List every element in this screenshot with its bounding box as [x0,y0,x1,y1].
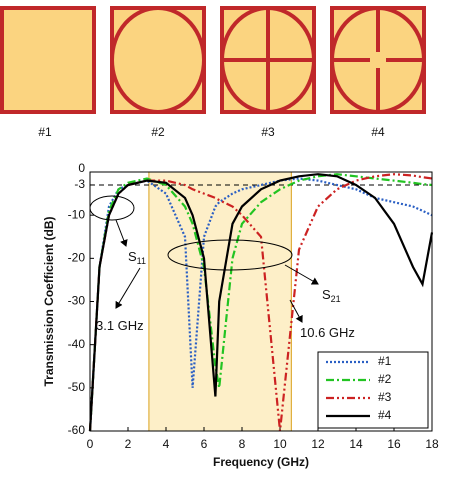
legend-label: #4 [378,408,392,422]
series-line [88,173,434,432]
x-tick-label: 2 [125,437,132,451]
arrow [115,219,128,247]
antenna-2 [110,6,206,114]
antenna-4 [330,6,426,114]
antenna-icons [0,6,426,114]
x-tick-label: 18 [425,437,439,451]
y-tick-label: -50 [68,380,86,394]
antenna-3 [220,6,316,114]
annotation: S11 [128,249,146,266]
y-tick-label: -10 [68,207,86,221]
x-tick-label: 4 [163,437,170,451]
y-tick-label: -40 [68,337,86,351]
ellipse [89,195,135,221]
x-tick-label: 10 [273,437,287,451]
legend-label: #1 [378,354,392,368]
series-line [88,173,433,432]
ellipse [167,239,293,271]
y-tick-label: -30 [68,294,86,308]
annotation-subscript: 11 [137,256,146,266]
antenna-label: #1 [38,125,52,139]
x-tick-label: 12 [311,437,325,451]
y-tick-label: -20 [68,251,86,265]
x-tick-label: 0 [87,437,94,451]
annotation-text: S [322,287,331,302]
x-axis-title: Frequency (GHz) [213,455,309,469]
legend-label: #3 [378,390,392,404]
plot-frame [89,171,433,432]
y-tick-label: -3 [74,177,85,191]
arrow [115,267,141,309]
antenna-1 [0,6,96,114]
annotation: 10.6 GHz [300,325,355,340]
y-tick-label: -60 [68,423,86,437]
x-tick-label: 16 [387,437,401,451]
annotation: 3.1 GHz [96,318,144,333]
antenna-label: #2 [151,125,165,139]
x-tick-label: 14 [349,437,363,451]
antenna-label: #3 [261,125,275,139]
annotation-text: 3.1 GHz [96,318,144,333]
annotation: S21 [322,287,341,304]
legend-label: #2 [378,372,392,386]
arrow [284,264,319,285]
x-tick-label: 6 [201,437,208,451]
chart: 0-3-10-20-30-40-50-600 2 4 6 8 10 12 14 16 18Freq… [42,161,439,469]
y-tick-label: 0 [78,161,85,175]
annotation-text: 10.6 GHz [300,325,355,340]
y-axis-title: Transmission Coefficient (dB) [42,216,56,386]
antenna-label: #4 [371,125,385,139]
annotation-subscript: 21 [331,294,341,304]
arrow [289,299,303,323]
annotation-text: S [128,249,137,264]
x-tick-label: 8 [239,437,246,451]
